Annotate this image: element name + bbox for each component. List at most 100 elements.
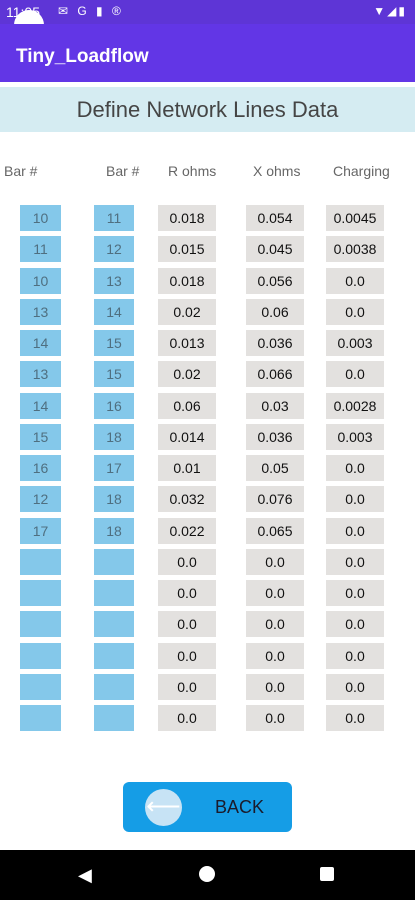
header-r-ohms: R ohms [168,163,217,179]
x-ohms-field[interactable]: 0.065 [246,518,304,544]
to-bar-field[interactable]: 18 [94,486,134,512]
status-notification-icons: ✉ G ▮ ® [58,4,124,18]
to-bar-field[interactable]: 18 [94,424,134,450]
r-ohms-field[interactable]: 0.06 [158,393,216,419]
x-ohms-field[interactable]: 0.056 [246,268,304,294]
charging-field[interactable]: 0.0 [326,268,384,294]
x-ohms-field[interactable]: 0.045 [246,236,304,262]
from-bar-field[interactable] [20,643,61,669]
r-ohms-field[interactable]: 0.015 [158,236,216,262]
charging-field[interactable]: 0.0 [326,455,384,481]
to-bar-field[interactable]: 17 [94,455,134,481]
from-bar-field[interactable]: 11 [20,236,61,262]
r-ohms-field[interactable]: 0.013 [158,330,216,356]
section-title: Define Network Lines Data [0,87,415,132]
r-ohms-field[interactable]: 0.01 [158,455,216,481]
from-bar-field[interactable]: 15 [20,424,61,450]
charging-field[interactable]: 0.0 [326,674,384,700]
to-bar-field[interactable] [94,549,134,575]
charging-field[interactable]: 0.003 [326,424,384,450]
charging-field[interactable]: 0.0038 [326,236,384,262]
x-ohms-field[interactable]: 0.03 [246,393,304,419]
charging-field[interactable]: 0.0028 [326,393,384,419]
x-ohms-field[interactable]: 0.036 [246,424,304,450]
to-bar-field[interactable]: 12 [94,236,134,262]
nav-back-icon[interactable]: ◀ [78,865,92,885]
charging-field[interactable]: 0.0 [326,361,384,387]
to-bar-field[interactable] [94,643,134,669]
charging-field[interactable]: 0.0 [326,580,384,606]
from-bar-field[interactable]: 13 [20,299,61,325]
charging-field[interactable]: 0.0 [326,705,384,731]
r-ohms-field[interactable]: 0.032 [158,486,216,512]
to-bar-field[interactable]: 16 [94,393,134,419]
to-bar-field[interactable]: 13 [94,268,134,294]
nav-home-icon[interactable] [199,866,215,882]
to-bar-field[interactable] [94,611,134,637]
from-bar-field[interactable] [20,580,61,606]
r-ohms-field[interactable]: 0.018 [158,205,216,231]
from-bar-field[interactable]: 12 [20,486,61,512]
x-ohms-field[interactable]: 0.054 [246,205,304,231]
to-bar-field[interactable]: 14 [94,299,134,325]
x-ohms-field[interactable]: 0.0 [246,705,304,731]
r-ohms-field[interactable]: 0.014 [158,424,216,450]
charging-field[interactable]: 0.003 [326,330,384,356]
from-bar-field[interactable] [20,705,61,731]
r-ohms-field[interactable]: 0.02 [158,299,216,325]
to-bar-field[interactable] [94,705,134,731]
charging-field[interactable]: 0.0 [326,643,384,669]
r-ohms-field[interactable]: 0.02 [158,361,216,387]
x-ohms-field[interactable]: 0.0 [246,580,304,606]
charging-field[interactable]: 0.0 [326,549,384,575]
x-ohms-field[interactable]: 0.0 [246,674,304,700]
x-ohms-field[interactable]: 0.06 [246,299,304,325]
charging-field[interactable]: 0.0 [326,518,384,544]
from-bar-field[interactable]: 16 [20,455,61,481]
from-bar-field[interactable] [20,611,61,637]
x-ohms-field[interactable]: 0.036 [246,330,304,356]
x-ohms-field[interactable]: 0.0 [246,643,304,669]
from-bar-field[interactable]: 17 [20,518,61,544]
charging-field[interactable]: 0.0045 [326,205,384,231]
back-label: BACK [215,797,265,817]
r-ohms-field[interactable]: 0.0 [158,580,216,606]
from-bar-field[interactable] [20,549,61,575]
x-ohms-field[interactable]: 0.076 [246,486,304,512]
x-ohms-field[interactable]: 0.0 [246,549,304,575]
r-ohms-field[interactable]: 0.022 [158,518,216,544]
x-ohms-field[interactable]: 0.066 [246,361,304,387]
r-ohms-field[interactable]: 0.018 [158,268,216,294]
from-bar-field[interactable]: 10 [20,205,61,231]
x-ohms-field[interactable]: 0.0 [246,611,304,637]
to-bar-field[interactable] [94,674,134,700]
r-ohms-field[interactable]: 0.0 [158,611,216,637]
system-nav-bar: ◀ [0,850,415,900]
to-bar-field[interactable]: 15 [94,361,134,387]
app-bar: Tiny_Loadflow [0,24,415,82]
to-bar-field[interactable]: 11 [94,205,134,231]
charging-field[interactable]: 0.0 [326,486,384,512]
signal-battery-icon: ▼◢▮ [373,4,407,18]
r-ohms-field[interactable]: 0.0 [158,549,216,575]
x-ohms-field[interactable]: 0.05 [246,455,304,481]
charging-field[interactable]: 0.0 [326,299,384,325]
r-ohms-field[interactable]: 0.0 [158,705,216,731]
status-bar: 11:05 ✉ G ▮ ® ▼◢▮ [0,0,415,24]
from-bar-field[interactable]: 14 [20,393,61,419]
to-bar-field[interactable]: 15 [94,330,134,356]
from-bar-field[interactable]: 10 [20,268,61,294]
header-x-ohms: X ohms [253,163,301,179]
r-ohms-field[interactable]: 0.0 [158,674,216,700]
to-bar-field[interactable] [94,580,134,606]
from-bar-field[interactable]: 14 [20,330,61,356]
charging-field[interactable]: 0.0 [326,611,384,637]
back-button[interactable]: ⟵ BACK [123,782,292,832]
arrow-left-icon: ⟵ [145,789,182,826]
from-bar-field[interactable] [20,674,61,700]
from-bar-field[interactable]: 13 [20,361,61,387]
r-ohms-field[interactable]: 0.0 [158,643,216,669]
to-bar-field[interactable]: 18 [94,518,134,544]
header-charging: Charging [333,163,390,179]
nav-recent-icon[interactable] [320,867,334,881]
